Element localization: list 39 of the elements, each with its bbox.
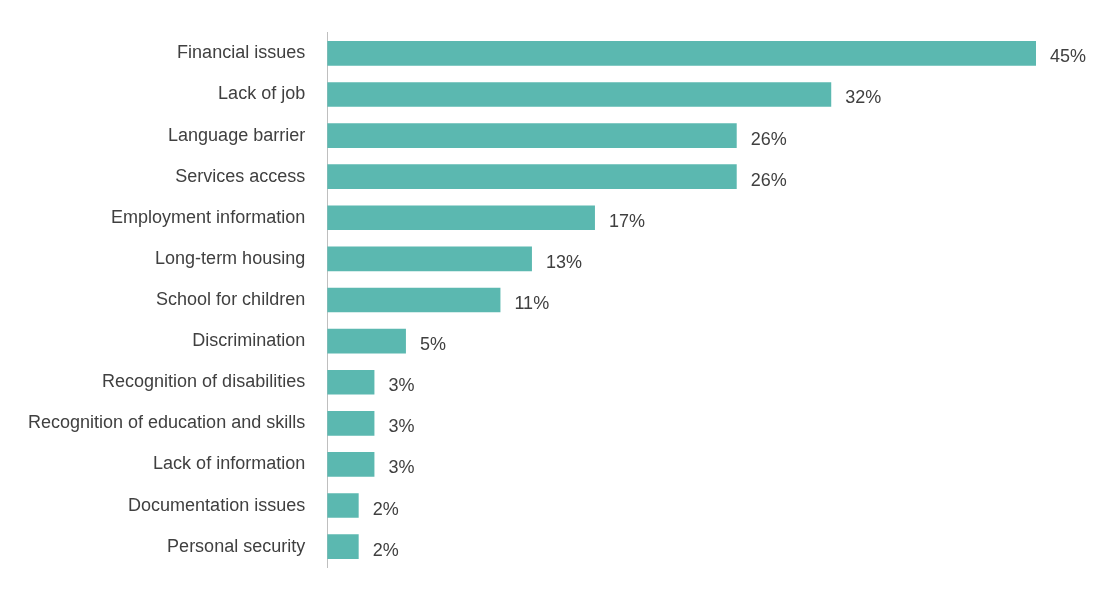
bar bbox=[327, 82, 832, 107]
y-tick-label: Services access bbox=[175, 165, 306, 186]
data-label: 26% bbox=[750, 169, 787, 190]
data-label: 11% bbox=[514, 292, 550, 313]
y-tick-label: Long-term housing bbox=[155, 247, 306, 268]
bar bbox=[327, 369, 375, 395]
bar bbox=[327, 493, 359, 518]
bar bbox=[327, 534, 359, 559]
data-label: 3% bbox=[388, 457, 415, 478]
bar bbox=[327, 123, 737, 148]
data-label: 26% bbox=[750, 128, 787, 149]
bar bbox=[327, 410, 375, 436]
y-tick-label: Recognition of disabilities bbox=[102, 371, 306, 392]
y-tick-label: Documentation issues bbox=[128, 494, 306, 515]
y-tick-label: Financial issues bbox=[177, 42, 306, 63]
bar bbox=[327, 452, 375, 477]
bar bbox=[327, 205, 595, 231]
data-label: 32% bbox=[845, 87, 882, 108]
y-tick-label: Recognition of education and skills bbox=[28, 412, 306, 433]
bar bbox=[327, 246, 532, 272]
y-tick-label: Lack of job bbox=[218, 83, 306, 104]
data-label: 17% bbox=[608, 210, 645, 231]
bar bbox=[327, 41, 1036, 66]
bar bbox=[327, 328, 406, 354]
y-tick-label: Employment information bbox=[111, 206, 306, 227]
data-label: 13% bbox=[545, 251, 582, 272]
data-label: 3% bbox=[388, 416, 415, 437]
data-label: 2% bbox=[372, 498, 399, 519]
data-label: 45% bbox=[1050, 46, 1087, 67]
data-label: 5% bbox=[419, 334, 446, 355]
y-tick-label: Discrimination bbox=[192, 330, 306, 351]
bar bbox=[327, 287, 501, 313]
y-tick-label: School for children bbox=[156, 288, 306, 309]
bar bbox=[327, 164, 737, 190]
data-label: 3% bbox=[388, 375, 415, 396]
y-tick-label: Language barrier bbox=[168, 124, 306, 145]
data-label: 2% bbox=[372, 539, 399, 560]
y-tick-label: Personal security bbox=[167, 535, 306, 556]
y-tick-label: Lack of information bbox=[153, 453, 306, 474]
